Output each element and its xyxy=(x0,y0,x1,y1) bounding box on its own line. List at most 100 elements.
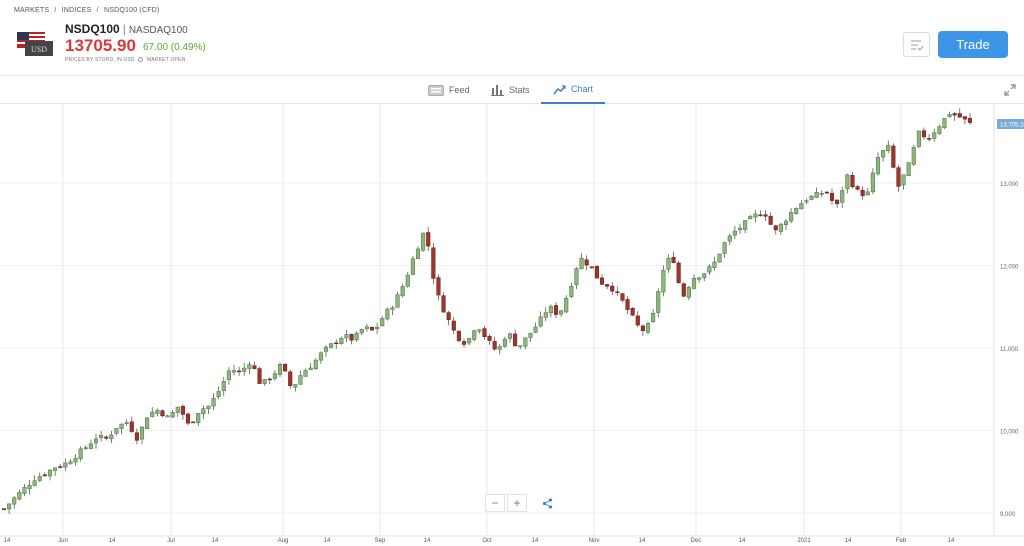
candle-body xyxy=(47,469,53,477)
candle-body xyxy=(37,476,42,481)
chart-icon xyxy=(553,84,566,94)
candle-body xyxy=(426,232,431,247)
candle-body xyxy=(528,332,533,338)
candle-body xyxy=(937,126,942,134)
candle-body xyxy=(697,277,702,280)
tab-stats[interactable]: Stats xyxy=(479,76,542,104)
zoom-in-button[interactable]: + xyxy=(507,494,527,512)
candle-body xyxy=(185,413,191,424)
candle-body xyxy=(451,320,456,331)
candle-body xyxy=(145,417,150,429)
candle-body xyxy=(262,379,267,384)
candle-body xyxy=(645,323,651,333)
candle-body xyxy=(461,341,467,345)
breadcrumb-indices[interactable]: INDICES xyxy=(61,7,92,14)
candle-body xyxy=(206,405,211,410)
candle-body xyxy=(845,174,850,190)
candle-body xyxy=(763,214,768,217)
candle-body xyxy=(829,192,835,201)
x-tick-label: 14 xyxy=(739,538,746,544)
candle-body xyxy=(237,370,242,373)
y-tick-label: 9,000 xyxy=(1000,512,1016,518)
candle-body xyxy=(93,438,99,444)
x-tick-label: Nov xyxy=(589,538,600,544)
x-tick-label: 14 xyxy=(845,538,852,544)
prices-note: PRICES BY STORD, IN USD MARKET OPEN xyxy=(65,57,185,63)
candle-body xyxy=(477,329,482,332)
candle-body xyxy=(344,334,349,339)
tab-feed[interactable]: Feed xyxy=(416,76,482,104)
candle-body xyxy=(957,113,962,118)
zoom-controls: − + xyxy=(485,494,559,512)
candle-body xyxy=(732,230,737,236)
y-tick-label: 11,000 xyxy=(1000,347,1019,353)
candle-body xyxy=(702,273,707,278)
x-tick-label: 14 xyxy=(639,538,646,544)
candlestick-chart[interactable]: 9,000 10,000 11,000 12,000 13,000 14 Jun 14 Jul… xyxy=(0,104,1024,546)
candle-body xyxy=(114,428,119,434)
x-tick-label: 14 xyxy=(324,538,331,544)
candle-body xyxy=(191,421,196,424)
candle-body xyxy=(32,480,37,486)
candle-body xyxy=(160,410,165,417)
candle-body xyxy=(676,262,681,284)
fullscreen-icon[interactable] xyxy=(1004,83,1016,96)
candle-body xyxy=(640,325,645,331)
y-axis: 9,000 10,000 11,000 12,000 13,000 xyxy=(1000,182,1019,518)
candle-body xyxy=(952,113,957,116)
x-tick-label: Oct xyxy=(482,538,492,544)
candle-body xyxy=(635,315,640,326)
breadcrumb-markets[interactable]: MARKETS xyxy=(14,7,50,14)
candle-body xyxy=(533,326,538,333)
candle-body xyxy=(916,130,921,147)
share-button[interactable] xyxy=(537,494,557,512)
candle-body xyxy=(569,286,574,297)
candle-body xyxy=(809,195,814,200)
candle-body xyxy=(773,225,778,231)
instrument-header: MARKETS / INDICES / NSDQ100 (CFD) USD NS… xyxy=(0,0,1024,76)
candle-body xyxy=(574,268,579,286)
candle-body xyxy=(523,337,528,347)
candle-body xyxy=(22,487,27,494)
candle-body xyxy=(564,297,569,313)
candle-body xyxy=(962,116,967,120)
watchlist-button[interactable] xyxy=(903,32,930,57)
breadcrumb: MARKETS / INDICES / NSDQ100 (CFD) xyxy=(14,7,162,14)
candle-body xyxy=(155,409,160,414)
candle-body xyxy=(68,461,73,465)
candle-body xyxy=(467,338,472,344)
candle-body xyxy=(165,415,170,418)
candle-body xyxy=(783,220,789,225)
candle-body xyxy=(395,294,400,308)
candle-body xyxy=(415,248,421,260)
candle-body xyxy=(58,466,63,468)
candle-body xyxy=(947,113,952,117)
candle-body xyxy=(7,503,12,510)
candle-body xyxy=(359,329,364,334)
candle-body xyxy=(293,384,298,388)
candle-body xyxy=(124,422,129,425)
tab-chart[interactable]: Chart xyxy=(541,76,606,104)
candle-body xyxy=(553,305,559,315)
candle-body xyxy=(921,130,927,138)
candle-body xyxy=(942,117,947,129)
candle-body xyxy=(543,312,548,318)
zoom-out-button[interactable]: − xyxy=(485,494,505,512)
candle-body xyxy=(27,485,32,490)
candle-body xyxy=(492,341,497,350)
candle-body xyxy=(804,200,809,203)
candle-body xyxy=(201,408,206,415)
trade-button[interactable]: Trade xyxy=(938,31,1008,58)
breadcrumb-separator: / xyxy=(96,7,99,14)
candle-body xyxy=(329,343,334,348)
candle-body xyxy=(901,174,906,186)
candle-body xyxy=(487,335,492,341)
candle-body xyxy=(686,286,691,298)
candle-body xyxy=(119,423,124,429)
candle-body xyxy=(967,118,973,123)
candle-body xyxy=(73,457,78,463)
candle-body xyxy=(855,186,860,190)
candle-body xyxy=(906,162,911,177)
candle-body xyxy=(768,215,773,225)
candle-body xyxy=(789,212,794,222)
